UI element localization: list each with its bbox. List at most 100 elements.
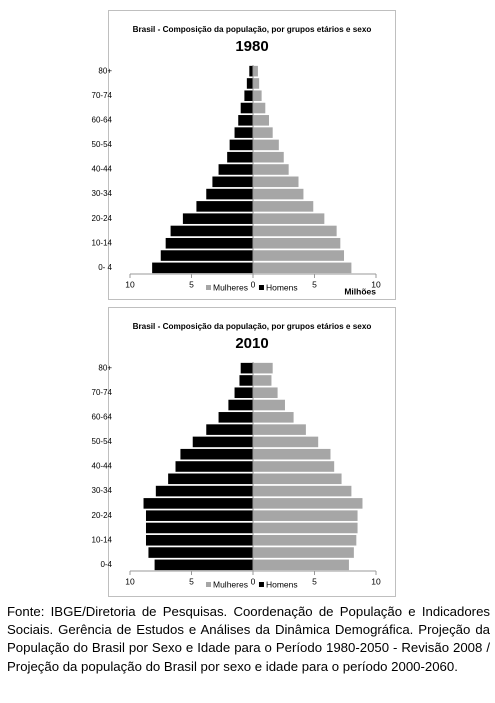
bar	[253, 387, 278, 399]
bar	[253, 90, 262, 102]
bar	[175, 461, 253, 472]
bar	[253, 473, 342, 485]
bar	[253, 448, 331, 460]
bar	[253, 262, 352, 274]
x-tick-label: 5	[189, 279, 194, 289]
y-tick-label: 20-24	[92, 511, 113, 520]
x-tick-label: 10	[125, 279, 135, 289]
bar	[253, 201, 314, 212]
bar	[253, 127, 273, 138]
bar	[168, 473, 253, 485]
bar	[253, 461, 335, 472]
bar	[253, 510, 358, 521]
bar	[253, 485, 352, 497]
bar	[182, 213, 253, 224]
chart-title: Brasil - Composição da população, por gr…	[133, 322, 372, 331]
source-caption: Fonte: IBGE/Diretoria de Pesquisas. Coor…	[7, 604, 490, 674]
y-tick-label: 80+	[98, 363, 112, 372]
bar	[192, 436, 253, 448]
legend-swatch	[258, 582, 264, 587]
bar	[253, 213, 325, 224]
bar	[253, 547, 354, 558]
chart-subtitle: 1980	[235, 38, 268, 55]
bar	[152, 262, 253, 274]
bar	[246, 78, 253, 89]
y-tick-label: 10-14	[92, 238, 113, 247]
bar	[253, 115, 269, 126]
bar	[253, 176, 299, 188]
bar	[165, 237, 253, 249]
chart-title: Brasil - Composição da população, por gr…	[133, 25, 372, 34]
x-tick-label: 5	[312, 576, 317, 586]
bar	[234, 387, 253, 399]
bar	[253, 424, 306, 435]
bar	[253, 436, 319, 448]
bar	[253, 412, 294, 423]
y-tick-label: 70-74	[92, 388, 113, 397]
bar	[244, 90, 253, 102]
bar	[206, 188, 253, 200]
x-tick-label: 10	[125, 576, 135, 586]
x-tick-label: 0	[251, 576, 256, 586]
charts: Brasil - Composição da população, por gr…	[92, 10, 396, 597]
y-tick-label: 50-54	[92, 437, 113, 446]
bar	[253, 498, 363, 509]
y-tick-label: 20-24	[92, 214, 113, 223]
bar	[180, 448, 253, 460]
bar	[218, 164, 253, 175]
bar	[196, 201, 253, 212]
bar	[253, 375, 272, 386]
legend-label: Homens	[266, 282, 298, 292]
bar	[253, 237, 341, 249]
y-tick-label: 30-34	[92, 486, 113, 495]
bar	[253, 225, 337, 237]
bar	[249, 65, 253, 77]
bar	[253, 151, 284, 163]
x-axis-label: Milhões	[344, 286, 376, 296]
bar	[145, 534, 253, 546]
bar	[253, 139, 279, 151]
chart: Brasil - Composição da população, por gr…	[92, 307, 396, 597]
y-tick-label: 70-74	[92, 91, 113, 100]
bar	[160, 250, 253, 261]
legend-label: Mulheres	[213, 282, 248, 292]
bar	[240, 362, 253, 374]
chart-subtitle: 2010	[235, 335, 268, 352]
legend-label: Homens	[266, 579, 298, 589]
bar	[253, 399, 285, 411]
legend-label: Mulheres	[213, 579, 248, 589]
legend-swatch	[206, 582, 211, 587]
bar	[238, 115, 253, 126]
x-tick-label: 5	[189, 576, 194, 586]
bar	[206, 424, 253, 435]
bar	[154, 559, 253, 571]
bar	[148, 547, 253, 558]
y-tick-label: 30-34	[92, 189, 113, 198]
bar	[253, 362, 273, 374]
x-tick-label: 10	[371, 576, 381, 586]
bar	[253, 534, 357, 546]
y-tick-label: 40-44	[92, 462, 113, 471]
y-tick-label: 0- 4	[98, 263, 112, 272]
bar	[253, 559, 349, 571]
legend-swatch	[258, 285, 264, 290]
bar	[155, 485, 253, 497]
bar	[227, 151, 253, 163]
bar	[170, 225, 253, 237]
bar	[229, 139, 253, 151]
x-tick-label: 5	[312, 279, 317, 289]
bar	[212, 176, 253, 188]
y-tick-label: 60-64	[92, 115, 113, 124]
x-tick-label: 10	[371, 279, 381, 289]
chart: Brasil - Composição da população, por gr…	[92, 10, 396, 300]
bar	[253, 250, 345, 261]
bar	[145, 510, 253, 521]
bar	[253, 522, 358, 534]
y-tick-label: 0-4	[100, 560, 112, 569]
bar	[239, 375, 253, 386]
legend-swatch	[206, 285, 211, 290]
x-tick-label: 0	[251, 279, 256, 289]
y-tick-label: 50-54	[92, 140, 113, 149]
bar	[253, 102, 266, 114]
bar	[240, 102, 253, 114]
